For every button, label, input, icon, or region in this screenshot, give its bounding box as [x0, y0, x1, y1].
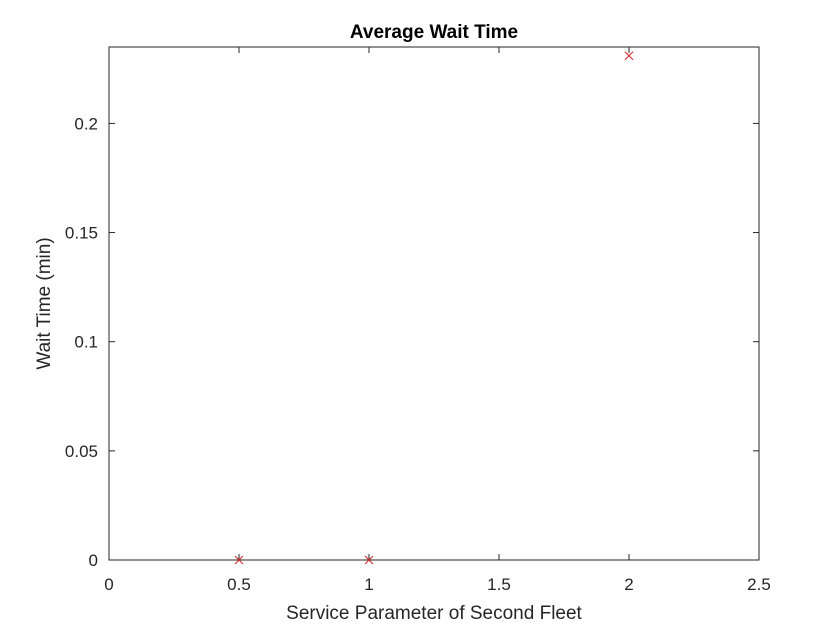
y-axis-label: Wait Time (min) [34, 237, 55, 369]
x-tick-label: 0.5 [227, 575, 251, 594]
y-tick-label: 0.05 [65, 442, 98, 461]
x-tick-label: 0 [104, 575, 113, 594]
chart-title: Average Wait Time [350, 22, 518, 43]
x-tick-label: 2.5 [747, 575, 771, 594]
y-tick-label: 0.2 [74, 114, 98, 133]
x-tick-label: 1 [364, 575, 373, 594]
y-tick-label: 0.1 [74, 333, 98, 352]
plot-area [108, 46, 760, 561]
data-point [364, 555, 374, 565]
data-markers [234, 51, 634, 565]
x-axis-label: Service Parameter of Second Fleet [286, 603, 582, 624]
x-axis-ticks: 0 0.5 1 1.5 2 2.5 [104, 47, 771, 594]
data-point [624, 51, 634, 61]
data-point [234, 555, 244, 565]
y-tick-label: 0.15 [65, 224, 98, 243]
y-tick-label: 0 [89, 551, 98, 570]
x-tick-label: 2 [624, 575, 633, 594]
x-tick-label: 1.5 [487, 575, 511, 594]
y-axis-ticks: 0 0.05 0.1 0.15 0.2 [65, 114, 759, 570]
